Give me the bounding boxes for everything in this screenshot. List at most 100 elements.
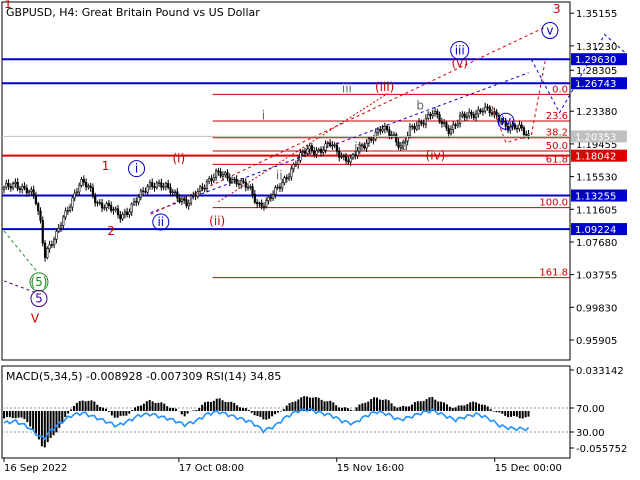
candle-body [132, 201, 136, 205]
candle-body [217, 170, 220, 173]
level-price-tag [571, 189, 627, 202]
candle-body [12, 183, 15, 189]
indicator-tick-label: 0.033142 [576, 366, 624, 377]
candle-body [285, 177, 288, 179]
indicator-tick-label: 30.00 [576, 428, 605, 439]
candle-body [376, 128, 380, 133]
wave-label-circle [497, 112, 515, 130]
candle-body [445, 122, 448, 129]
candle-body [37, 203, 40, 212]
candle-body [395, 134, 398, 143]
fib-level-label: 23.6 [546, 111, 568, 122]
candle-body [374, 131, 377, 140]
candle-body [370, 138, 373, 141]
price-tick-label: 1.19455 [576, 140, 617, 151]
price-tick-label: 1.35155 [576, 9, 617, 20]
candle-body [146, 186, 149, 193]
wave-label: i [135, 162, 138, 176]
price-tick-label: 1.15530 [576, 173, 617, 184]
wave-label: 3 [553, 2, 561, 16]
candle-body [301, 151, 304, 153]
candle-body [360, 144, 364, 147]
candle-body [214, 170, 218, 178]
candle-body [351, 154, 355, 159]
candle-body [272, 194, 275, 199]
indicator-label: MACD(5,34,5) -0.008928 -0.007309 RSI(14)… [6, 370, 281, 383]
wave-label-circle [128, 160, 146, 178]
candle-body [66, 210, 69, 212]
fib-level-label: 100.0 [539, 198, 568, 209]
candle-body [358, 144, 361, 152]
candle-body [116, 208, 120, 216]
candle-body [16, 181, 19, 189]
candle-body [82, 179, 85, 183]
candle-body [240, 180, 243, 185]
price-tick-label: 1.23380 [576, 107, 617, 118]
candle-body [319, 149, 323, 153]
chart-description: Great Britain Pound vs US Dollar [82, 6, 261, 19]
candle-body [322, 149, 325, 153]
candle-body [440, 121, 443, 124]
candle-body [486, 106, 489, 109]
price-tick-label: 1.03755 [576, 271, 617, 282]
candle-body [78, 184, 81, 193]
candle-body [185, 199, 188, 207]
candle-body [490, 112, 494, 115]
candle-body [148, 182, 152, 187]
candle-body [474, 113, 478, 119]
level-price-label: 1.13255 [575, 192, 616, 203]
candle-body [48, 244, 51, 249]
candle-body [242, 180, 245, 183]
candle-body [2, 186, 6, 190]
current-price-label: 1.20353 [575, 132, 616, 143]
candle-body [340, 156, 343, 158]
candle-body [219, 171, 222, 177]
wave-label: (v) [451, 56, 467, 70]
candle-body [178, 197, 181, 202]
candle-body [137, 196, 140, 203]
candle-body [329, 142, 332, 147]
candle-body [479, 109, 482, 112]
candle-body [424, 118, 427, 125]
candle-body [436, 111, 439, 115]
candle-body [363, 145, 366, 149]
candle-body [258, 202, 261, 205]
candle-body [417, 121, 421, 127]
level-price-label: 1.18042 [575, 152, 616, 163]
candle-body [411, 125, 414, 128]
candle-body [520, 124, 523, 129]
candle-body [433, 111, 437, 115]
candle-body [518, 124, 521, 130]
candle-body [55, 231, 58, 240]
candle-body [386, 125, 389, 131]
candle-body [390, 134, 393, 137]
candle-body [420, 121, 423, 124]
candle-body [308, 145, 311, 150]
candle-body [155, 182, 158, 188]
candle-body [276, 186, 279, 189]
candle-body [315, 150, 318, 155]
candle-body [164, 183, 168, 187]
candle-body [34, 194, 38, 204]
candle-body [59, 225, 63, 229]
prior-wave-line [3, 280, 39, 294]
candle-body [107, 203, 111, 206]
candle-body [502, 120, 505, 122]
indicator-axis: 0.033142 70.00 30.00 -0.055752 [570, 366, 627, 455]
candle-body [367, 138, 370, 144]
candle-body [388, 129, 391, 136]
candle-body [53, 239, 56, 246]
wave-label: iii [455, 43, 465, 57]
candle-body [447, 127, 450, 134]
candle-body [484, 106, 487, 112]
level-price-tag [571, 223, 627, 236]
fib-level-label: 38.2 [546, 128, 568, 139]
candle-body [123, 211, 126, 215]
current-price-tag [571, 130, 627, 143]
candle-body [189, 195, 193, 204]
candle-body [461, 113, 464, 117]
candle-body [472, 114, 475, 119]
wave-label: v [546, 23, 553, 37]
level-price-label: 1.29630 [575, 55, 616, 66]
candle-body [224, 172, 227, 176]
